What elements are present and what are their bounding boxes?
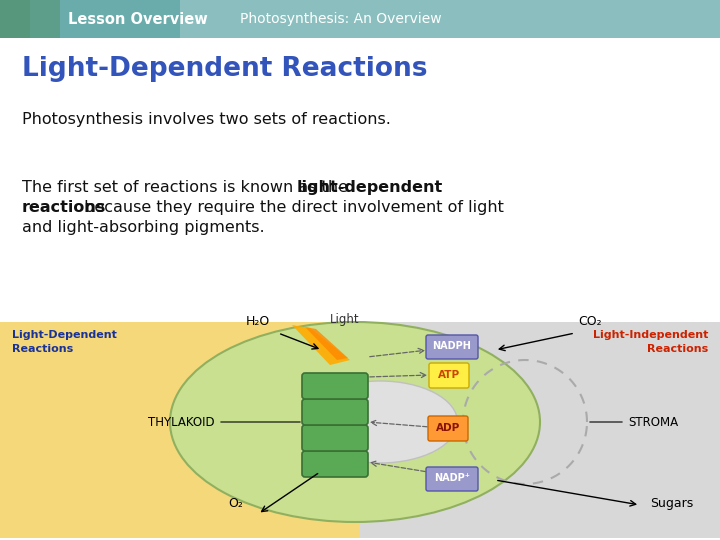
Bar <box>0 0 30 38</box>
Text: Light-Dependent
Reactions: Light-Dependent Reactions <box>12 330 117 354</box>
Text: Light-Independent
Reactions: Light-Independent Reactions <box>593 330 708 354</box>
Text: H₂O: H₂O <box>246 315 270 328</box>
Text: O₂: O₂ <box>228 497 243 510</box>
FancyBboxPatch shape <box>429 363 469 388</box>
Text: ATP: ATP <box>438 370 460 380</box>
Text: light-dependent: light-dependent <box>297 180 443 195</box>
Bar <box>0 322 360 538</box>
Text: Sugars: Sugars <box>650 497 693 510</box>
Text: Photosynthesis: An Overview: Photosynthesis: An Overview <box>240 12 441 26</box>
Text: reactions: reactions <box>22 200 107 215</box>
FancyBboxPatch shape <box>428 416 468 441</box>
Text: The first set of reactions is known as the: The first set of reactions is known as t… <box>22 180 353 195</box>
Text: STROMA: STROMA <box>628 415 678 429</box>
Text: Photosynthesis involves two sets of reactions.: Photosynthesis involves two sets of reac… <box>22 112 391 127</box>
Polygon shape <box>292 325 350 365</box>
FancyBboxPatch shape <box>302 373 368 399</box>
Ellipse shape <box>302 381 457 463</box>
Text: ADP: ADP <box>436 423 460 433</box>
Text: Light-Dependent Reactions: Light-Dependent Reactions <box>22 56 428 82</box>
Text: NADP⁺: NADP⁺ <box>434 473 470 483</box>
Ellipse shape <box>170 322 540 522</box>
FancyBboxPatch shape <box>426 335 478 359</box>
FancyBboxPatch shape <box>302 399 368 425</box>
Polygon shape <box>305 327 348 360</box>
Text: NADPH: NADPH <box>433 341 472 351</box>
Text: Light: Light <box>330 313 360 326</box>
Text: THYLAKOID: THYLAKOID <box>148 415 215 429</box>
Bar <box>0 0 720 38</box>
Bar <box>0 0 60 38</box>
Text: CO₂: CO₂ <box>578 315 602 328</box>
Bar <box>0 0 180 38</box>
Bar <box>360 322 720 538</box>
FancyBboxPatch shape <box>302 451 368 477</box>
Text: and light-absorbing pigments.: and light-absorbing pigments. <box>22 220 265 235</box>
FancyBboxPatch shape <box>302 425 368 451</box>
Text: because they require the direct involvement of light: because they require the direct involvem… <box>79 200 504 215</box>
Text: Lesson Overview: Lesson Overview <box>68 11 208 26</box>
FancyBboxPatch shape <box>426 467 478 491</box>
